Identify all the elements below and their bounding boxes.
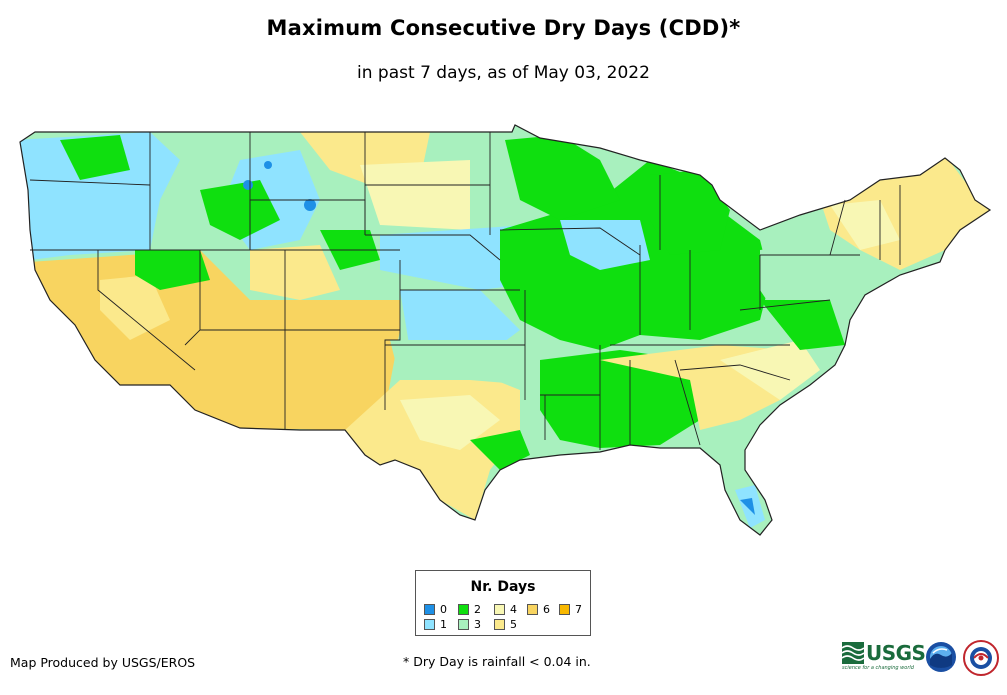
legend-label: 1 [440,618,447,631]
legend-label: 0 [440,603,447,616]
legend: Nr. Days 0 1 2 3 4 5 6 7 [415,570,591,636]
legend-label: 7 [575,603,582,616]
dry-day-footnote: * Dry Day is rainfall < 0.04 in. [403,654,591,669]
legend-swatch [494,619,505,630]
map-title: Maximum Consecutive Dry Days (CDD)* [266,16,741,40]
legend-label: 6 [543,603,550,616]
legend-item-2: 2 [458,603,481,616]
map-credit: Map Produced by USGS/EROS [10,655,196,670]
usgs-wave-icon [842,642,864,664]
noaa-logo-icon [926,642,956,672]
state-borders [19,124,992,536]
legend-item-1: 1 [424,618,447,631]
legend-label: 2 [474,603,481,616]
legend-item-0: 0 [424,603,447,616]
legend-item-4: 4 [494,603,517,616]
legend-swatch [559,604,570,615]
legend-swatch [458,619,469,630]
usgs-logo: USGS science for a changing world [842,641,926,671]
legend-title: Nr. Days [470,579,536,595]
usgs-wordmark: USGS [866,641,926,665]
legend-item-5: 5 [494,618,517,631]
nws-logo-icon [963,640,999,676]
legend-swatch [424,619,435,630]
legend-label: 5 [510,618,517,631]
legend-swatch [424,604,435,615]
legend-swatch [527,604,538,615]
usgs-tagline: science for a changing world [842,665,914,671]
legend-item-6: 6 [527,603,550,616]
legend-item-3: 3 [458,618,481,631]
legend-label: 3 [474,618,481,631]
legend-label: 4 [510,603,517,616]
legend-swatch [458,604,469,615]
map-subtitle: in past 7 days, as of May 03, 2022 [357,63,650,83]
legend-item-7: 7 [559,603,582,616]
legend-swatch [494,604,505,615]
cdd-color-layer [20,125,990,535]
